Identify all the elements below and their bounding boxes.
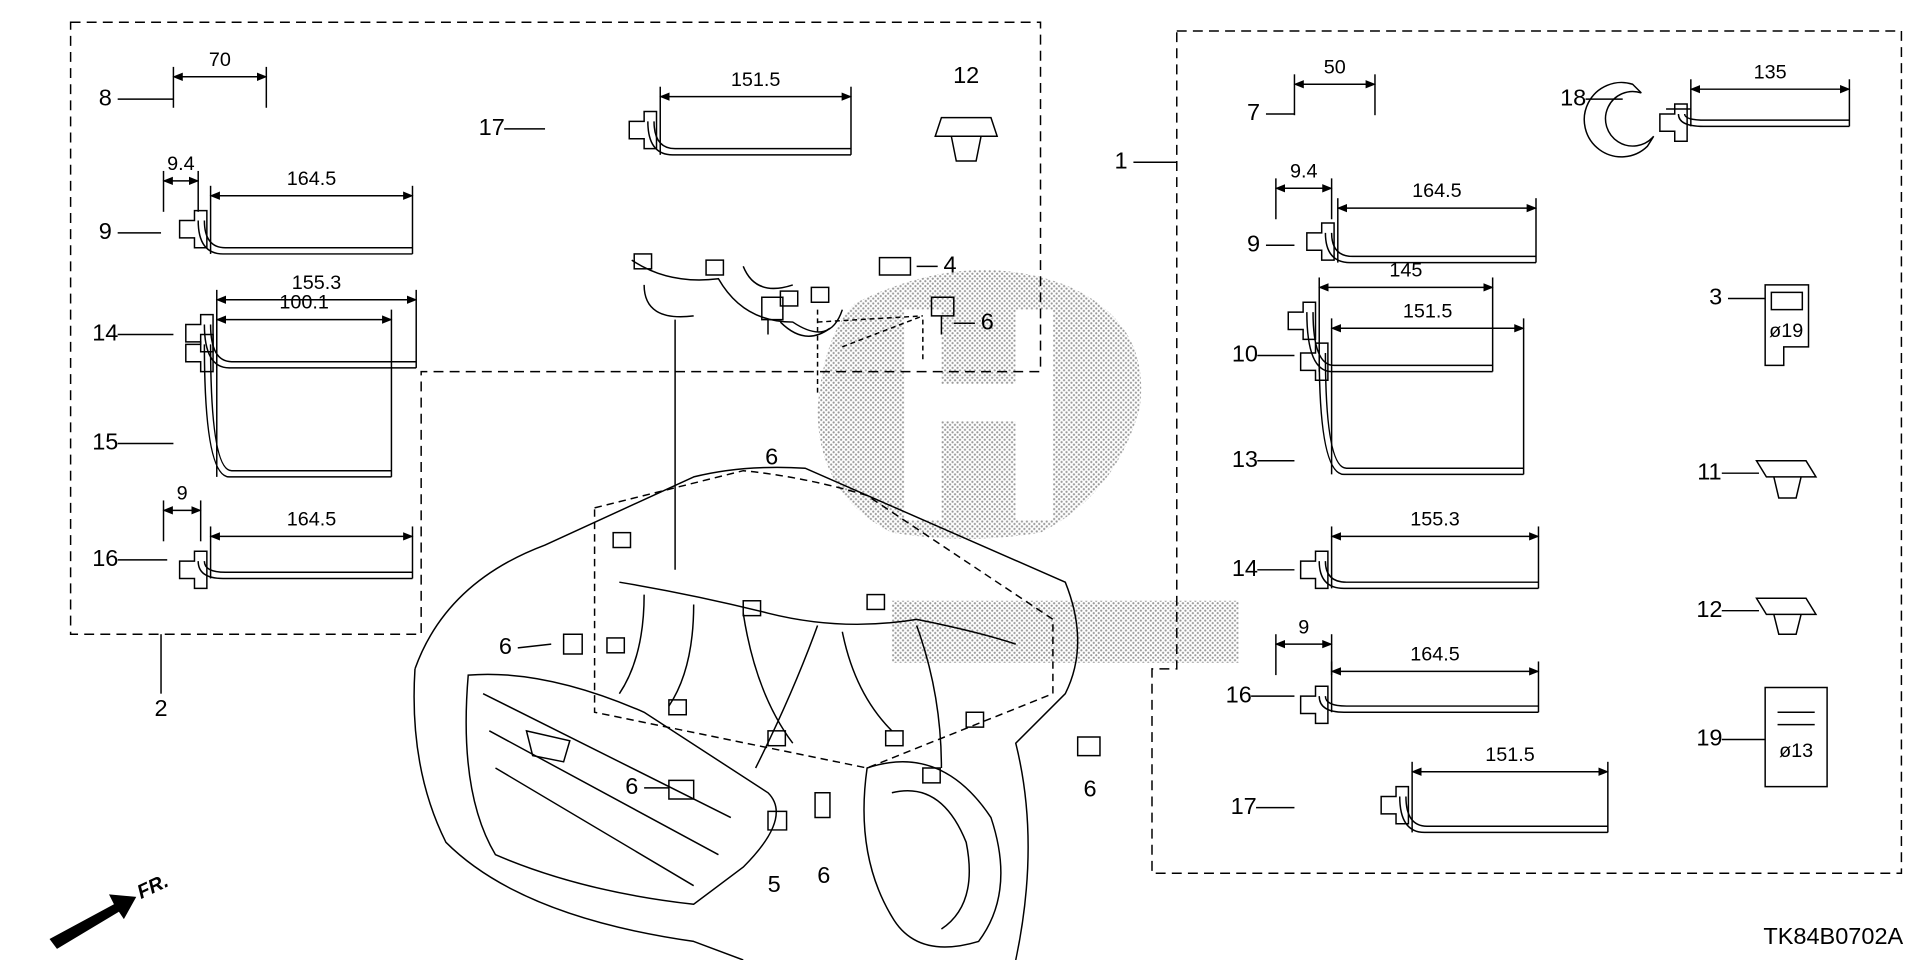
callout-number: 14 <box>1232 555 1258 581</box>
callout-number: 6 <box>625 773 638 799</box>
callout-number: 12 <box>1696 596 1722 622</box>
callout-number: 3 <box>1709 284 1722 310</box>
dimension-label: 164.5 <box>287 168 337 190</box>
wire-harness <box>606 253 1016 784</box>
callout-number: 6 <box>1084 776 1097 802</box>
dimension-label: 135 <box>1754 61 1787 83</box>
callout-number: 6 <box>765 444 778 470</box>
dimension-label: 151.5 <box>731 69 781 91</box>
clip <box>628 110 658 150</box>
callout-number: 16 <box>92 545 118 571</box>
dimension-label: 164.5 <box>1412 180 1462 202</box>
dimension-label: 50 <box>1324 56 1346 78</box>
tape <box>203 344 392 478</box>
callout-number: 12 <box>953 62 979 88</box>
tape <box>1398 796 1608 834</box>
vehicle <box>413 309 1079 960</box>
dimension-label: 100.1 <box>279 292 329 314</box>
group-frame <box>69 21 1042 635</box>
callout-number: 15 <box>92 429 118 455</box>
logo-watermark <box>817 270 1239 663</box>
tape <box>197 220 413 255</box>
clip <box>178 550 208 590</box>
dimension-label: 9 <box>177 482 188 504</box>
tape <box>203 324 417 369</box>
clip <box>185 313 214 353</box>
drawing-code: TK84B0702A <box>1763 923 1903 949</box>
callout-number: 5 <box>768 871 781 897</box>
part-icons <box>562 81 1828 831</box>
callout-number: 9 <box>1247 230 1260 256</box>
dimension-label: 9.4 <box>167 153 195 175</box>
callout-number: 16 <box>1226 681 1252 707</box>
tape <box>197 561 413 580</box>
clip <box>1287 301 1317 341</box>
dimension-label: 164.5 <box>287 508 337 530</box>
dimension-label: 9.4 <box>1290 160 1318 182</box>
tape <box>1677 113 1850 128</box>
callout-number: 11 <box>1697 458 1721 484</box>
callout-number: 13 <box>1232 446 1258 472</box>
clip <box>1299 685 1329 725</box>
callout-number: 17 <box>479 114 505 140</box>
clip <box>178 209 208 249</box>
callout-number: 6 <box>981 309 994 335</box>
direction-label: FR. <box>134 870 172 903</box>
callout-number: 8 <box>99 84 112 110</box>
callout-number: 10 <box>1232 341 1258 367</box>
tape <box>1318 696 1539 714</box>
callout-number: 19 <box>1696 725 1722 751</box>
clip <box>1659 103 1688 142</box>
callout-number: 6 <box>817 862 830 888</box>
dimension-label: 9 <box>1298 616 1309 638</box>
dimension-label: 151.5 <box>1403 300 1453 322</box>
callout-number: 6 <box>499 633 512 659</box>
dimension-label: 145 <box>1389 260 1422 282</box>
leader-line <box>517 643 552 649</box>
front-arrow <box>49 894 137 949</box>
callout-number: 2 <box>154 695 167 721</box>
clip <box>1306 222 1335 261</box>
clip <box>185 333 214 373</box>
callout-number: 14 <box>92 320 118 346</box>
dimension-label: 70 <box>209 49 231 71</box>
part-size-label: ø19 <box>1769 320 1803 342</box>
callout-number: 1 <box>1114 147 1127 173</box>
tape <box>1324 232 1536 264</box>
dimension-label: 155.3 <box>1410 508 1460 530</box>
callout-number: 18 <box>1560 84 1586 110</box>
callout-number: 9 <box>99 218 112 244</box>
tape <box>647 121 851 156</box>
dimension-label: 155.3 <box>292 272 342 294</box>
part-size-label: ø13 <box>1779 740 1813 762</box>
dimension-label: 151.5 <box>1485 744 1535 766</box>
tape <box>1306 312 1493 373</box>
group-frame <box>1151 30 1903 875</box>
clip <box>1380 785 1410 825</box>
dimension-label: 164.5 <box>1410 644 1460 666</box>
callout-number: 7 <box>1247 99 1260 125</box>
tape <box>1318 561 1539 590</box>
clip <box>1299 550 1329 590</box>
clip <box>1299 342 1329 382</box>
callout-number: 17 <box>1231 793 1257 819</box>
callout-number: 4 <box>944 252 957 278</box>
